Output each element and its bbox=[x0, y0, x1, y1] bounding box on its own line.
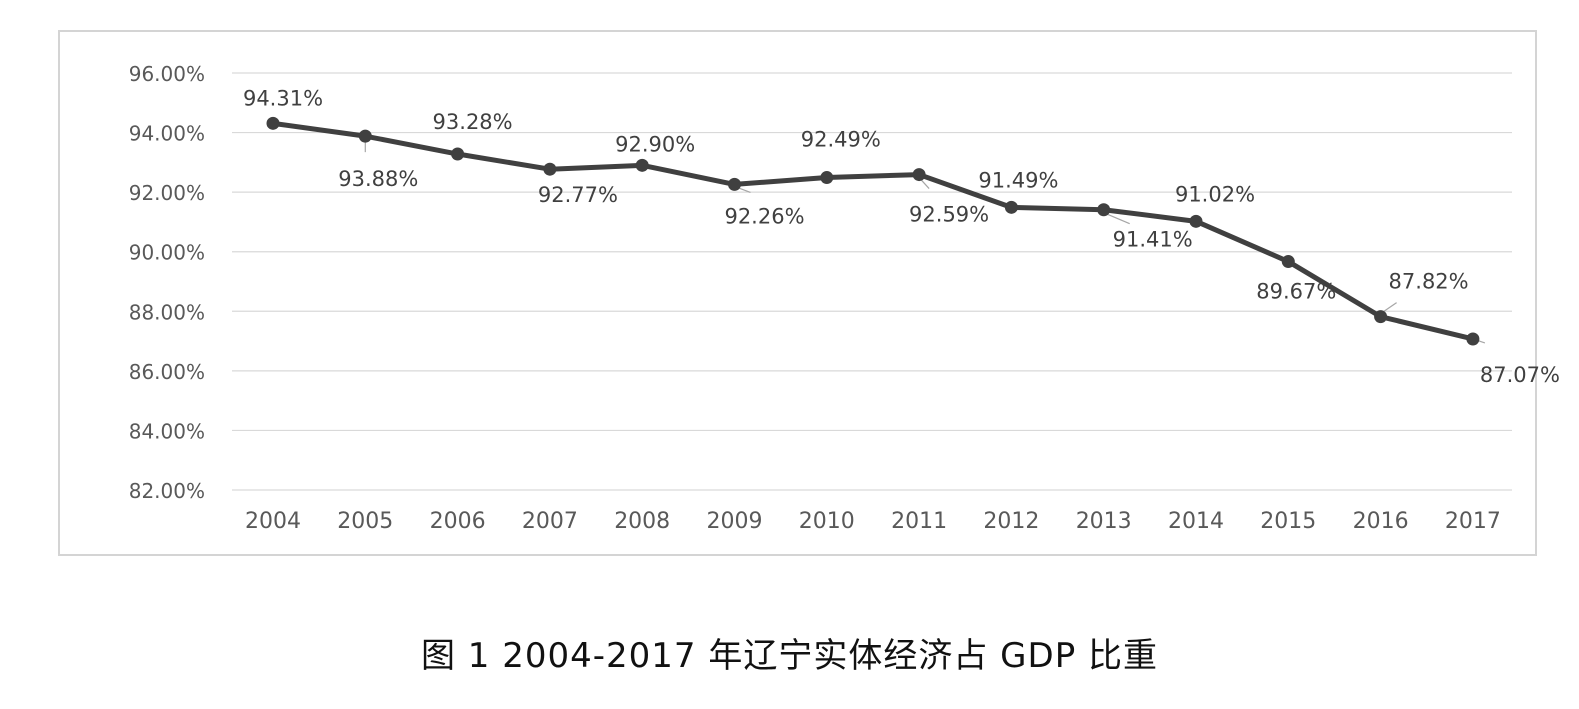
x-tick-label: 2014 bbox=[1168, 509, 1224, 534]
x-tick-label: 2012 bbox=[983, 509, 1039, 534]
data-label: 91.02% bbox=[1175, 182, 1255, 206]
data-point bbox=[266, 116, 280, 130]
data-label: 87.82% bbox=[1389, 270, 1469, 294]
data-label: 94.31% bbox=[243, 86, 323, 110]
data-point bbox=[820, 171, 834, 185]
y-tick-label: 90.00% bbox=[129, 241, 205, 265]
y-tick-label: 92.00% bbox=[129, 181, 205, 205]
x-tick-label: 2017 bbox=[1445, 509, 1501, 534]
x-tick-label: 2005 bbox=[337, 509, 393, 534]
data-point bbox=[1097, 203, 1111, 217]
data-label: 91.49% bbox=[978, 168, 1058, 192]
grid-lines bbox=[232, 72, 1512, 491]
data-point bbox=[543, 162, 557, 176]
data-point bbox=[635, 158, 649, 172]
y-tick-label: 82.00% bbox=[129, 479, 205, 503]
data-label: 92.77% bbox=[538, 183, 618, 207]
y-tick-label: 88.00% bbox=[129, 300, 205, 324]
y-tick-label: 84.00% bbox=[129, 419, 205, 443]
chart-svg: 82.00% 84.00% 86.00% 88.00% 90.00% 92.00% 94.0… bbox=[58, 30, 1560, 556]
data-point bbox=[451, 147, 465, 161]
x-tick-label: 2013 bbox=[1076, 509, 1132, 534]
x-axis-ticks: 2004 2005 2006 2007 2008 2009 2010 2011 2012 2013… bbox=[245, 509, 1501, 534]
series-line bbox=[270, 120, 1476, 342]
data-label: 92.90% bbox=[615, 132, 695, 156]
x-tick-label: 2008 bbox=[614, 509, 670, 534]
data-point bbox=[1281, 255, 1295, 269]
y-tick-label: 96.00% bbox=[129, 62, 205, 86]
x-tick-label: 2016 bbox=[1353, 509, 1409, 534]
y-axis-ticks: 82.00% 84.00% 86.00% 88.00% 90.00% 92.00% 94.0… bbox=[129, 62, 205, 503]
data-label: 92.49% bbox=[801, 128, 881, 152]
x-tick-label: 2006 bbox=[430, 509, 486, 534]
data-point bbox=[1466, 332, 1480, 346]
x-tick-label: 2010 bbox=[799, 509, 855, 534]
y-tick-label: 94.00% bbox=[129, 122, 205, 146]
data-point bbox=[912, 168, 926, 182]
y-tick-label: 86.00% bbox=[129, 360, 205, 384]
series-line-path bbox=[270, 120, 1476, 342]
x-tick-label: 2009 bbox=[707, 509, 763, 534]
x-tick-label: 2007 bbox=[522, 509, 578, 534]
data-label: 93.88% bbox=[338, 167, 418, 191]
data-label: 92.59% bbox=[909, 203, 989, 227]
figure-caption: 图 1 2004-2017 年辽宁实体经济占 GDP 比重 bbox=[420, 636, 1159, 676]
data-label: 89.67% bbox=[1256, 280, 1336, 304]
data-labels: 94.31% 93.88% 93.28% 92.77% 92.90% 92.26% 92.4… bbox=[243, 86, 1560, 387]
data-label: 87.07% bbox=[1480, 363, 1560, 387]
chart-border bbox=[58, 30, 1537, 556]
data-label: 92.26% bbox=[724, 204, 804, 228]
data-point bbox=[358, 129, 372, 143]
series-markers bbox=[266, 116, 1480, 346]
x-tick-label: 2015 bbox=[1260, 509, 1316, 534]
data-label: 91.41% bbox=[1113, 228, 1193, 252]
data-point bbox=[1189, 214, 1203, 228]
x-tick-label: 2011 bbox=[891, 509, 947, 534]
data-point bbox=[1004, 200, 1018, 214]
data-point bbox=[728, 177, 741, 191]
data-label: 93.28% bbox=[433, 110, 513, 134]
data-point bbox=[1374, 310, 1388, 324]
x-tick-label: 2004 bbox=[245, 509, 301, 534]
